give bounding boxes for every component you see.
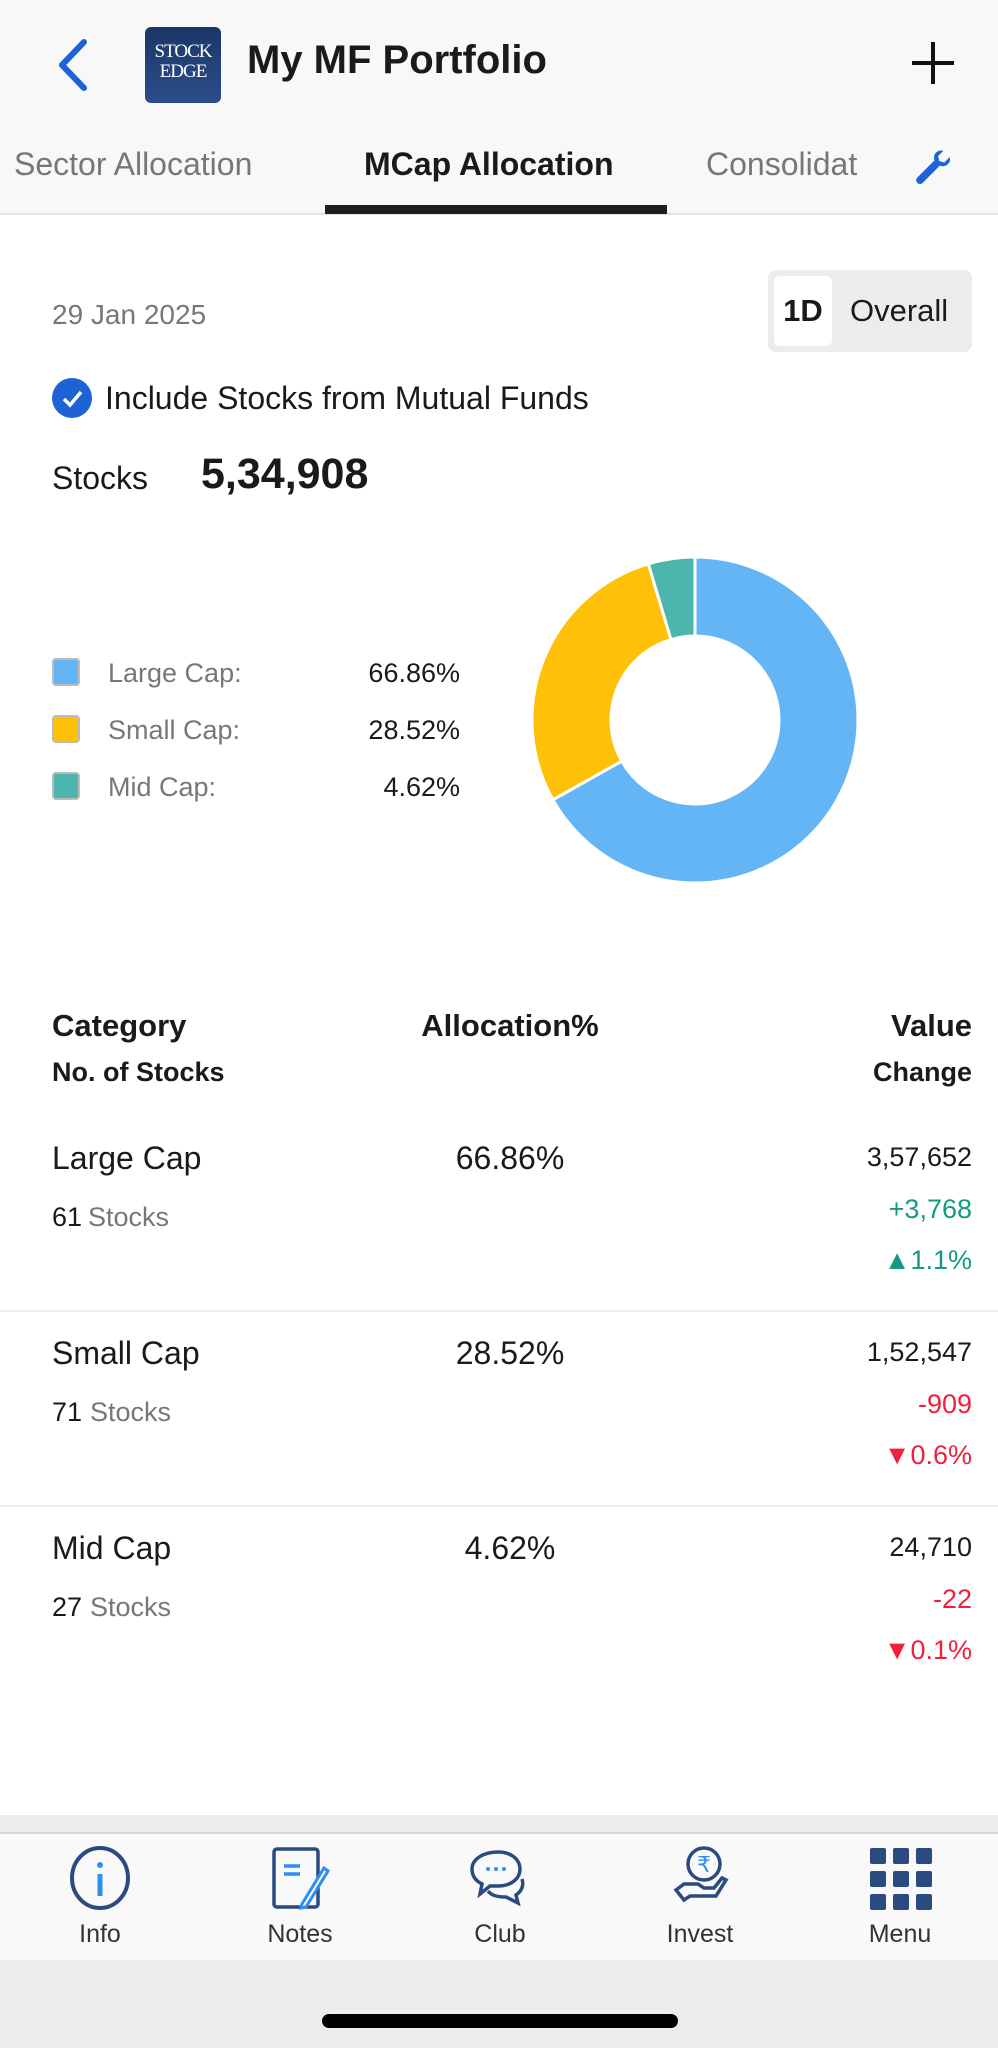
nav-club[interactable]: Club (400, 1834, 600, 1962)
bottom-nav: Info Notes Club ₹ Invest Menu (0, 1832, 998, 1960)
stocks-label: Stocks (52, 460, 149, 496)
row-change: -22 (932, 1584, 972, 1614)
row-count-unit: Stocks (88, 1202, 170, 1232)
row-allocation: 4.62% (464, 1530, 556, 1566)
legend-value: 66.86% (368, 658, 460, 688)
nav-info[interactable]: Info (0, 1834, 200, 1962)
row-change: +3,768 (888, 1194, 972, 1224)
row-change-percent: ▼0.1% (883, 1635, 972, 1665)
stocks-value: 5,34,908 (201, 450, 369, 498)
grid-square (870, 1871, 886, 1887)
tab-sector-allocation[interactable]: Sector Allocation (14, 146, 253, 182)
grid-square (916, 1894, 932, 1910)
period-overall[interactable]: Overall (850, 293, 949, 328)
nav-club-label: Club (474, 1920, 526, 1948)
row-value: 24,710 (889, 1532, 972, 1562)
header-change: Change (872, 1057, 972, 1087)
home-indicator[interactable] (322, 2014, 678, 2028)
row-count-unit: Stocks (90, 1397, 172, 1427)
include-mf-label: Include Stocks from Mutual Funds (105, 380, 589, 416)
grid-square (870, 1848, 886, 1864)
row-category: Mid Cap (52, 1530, 172, 1566)
row-value: 3,57,652 (866, 1142, 972, 1172)
header-no-of-stocks: No. of Stocks (52, 1057, 225, 1087)
svg-text:₹: ₹ (697, 1853, 711, 1878)
row-allocation: 66.86% (455, 1140, 565, 1176)
include-mf-checkbox[interactable] (52, 378, 92, 418)
donut-slice-large-cap (550, 555, 860, 885)
header-category: Category (52, 1008, 187, 1043)
grid-square (893, 1894, 909, 1910)
legend-value: 28.52% (368, 715, 460, 745)
nav-invest-label: Invest (666, 1920, 734, 1948)
grid-square (916, 1848, 932, 1864)
nav-invest[interactable]: ₹ Invest (600, 1834, 800, 1962)
row-divider (0, 1310, 998, 1312)
nav-notes-label: Notes (267, 1920, 333, 1948)
row-count-unit: Stocks (90, 1592, 172, 1622)
chat-icon (470, 1850, 525, 1907)
row-allocation: 28.52% (455, 1335, 565, 1371)
tab-consolidated[interactable]: Consolidat (706, 146, 858, 182)
active-tab-indicator (325, 205, 667, 214)
donut-slice-small-cap (530, 561, 673, 802)
grid-square (893, 1848, 909, 1864)
add-icon[interactable] (910, 40, 956, 86)
row-count: 61 (52, 1202, 83, 1232)
period-1d[interactable]: 1D (774, 276, 832, 346)
grid-square (893, 1871, 909, 1887)
system-bar (0, 1960, 998, 2048)
nav-notes[interactable]: Notes (200, 1834, 400, 1962)
header-allocation: Allocation% (421, 1008, 599, 1043)
row-category: Small Cap (52, 1335, 200, 1371)
date-label: 29 Jan 2025 (52, 299, 207, 330)
rupee-hand-icon: ₹ (673, 1846, 729, 1903)
nav-menu[interactable]: Menu (800, 1834, 998, 1962)
legend-swatch (52, 715, 80, 743)
info-icon (70, 1846, 130, 1910)
row-value: 1,52,547 (866, 1337, 972, 1367)
wrench-icon[interactable] (912, 148, 954, 188)
donut-slice-mid-cap (646, 555, 697, 642)
period-toggle[interactable]: 1D Overall (768, 270, 972, 352)
tab-mcap-allocation[interactable]: MCap Allocation (364, 146, 614, 182)
row-category: Large Cap (52, 1140, 202, 1176)
legend-swatch (52, 658, 80, 686)
check-icon (62, 390, 83, 408)
legend-label: Mid Cap: (108, 772, 217, 802)
legend-label: Large Cap: (108, 658, 242, 688)
nav-info-label: Info (79, 1920, 121, 1948)
page-title: My MF Portfolio (247, 38, 547, 82)
notes-icon (272, 1847, 330, 1910)
grid-icon (870, 1848, 932, 1910)
legend-label: Small Cap: (108, 715, 241, 745)
row-change: -909 (917, 1389, 972, 1419)
row-change-percent: ▼0.6% (883, 1440, 972, 1470)
row-change-percent: ▲1.1% (883, 1245, 972, 1275)
row-count: 71 (52, 1397, 83, 1427)
back-icon[interactable] (52, 38, 92, 92)
mcap-donut-chart (530, 555, 860, 885)
row-count: 27 (52, 1592, 83, 1622)
nav-menu-label: Menu (868, 1920, 932, 1948)
header-value: Value (891, 1008, 972, 1043)
grid-square (870, 1894, 886, 1910)
grid-square (916, 1871, 932, 1887)
separator (0, 1815, 998, 1832)
app-header: STOCK EDGE My MF Portfolio Sector Allocat… (0, 0, 998, 215)
row-divider (0, 1505, 998, 1507)
legend-swatch (52, 772, 80, 800)
stockedge-logo: STOCK EDGE (145, 27, 221, 103)
legend-value: 4.62% (383, 772, 460, 802)
